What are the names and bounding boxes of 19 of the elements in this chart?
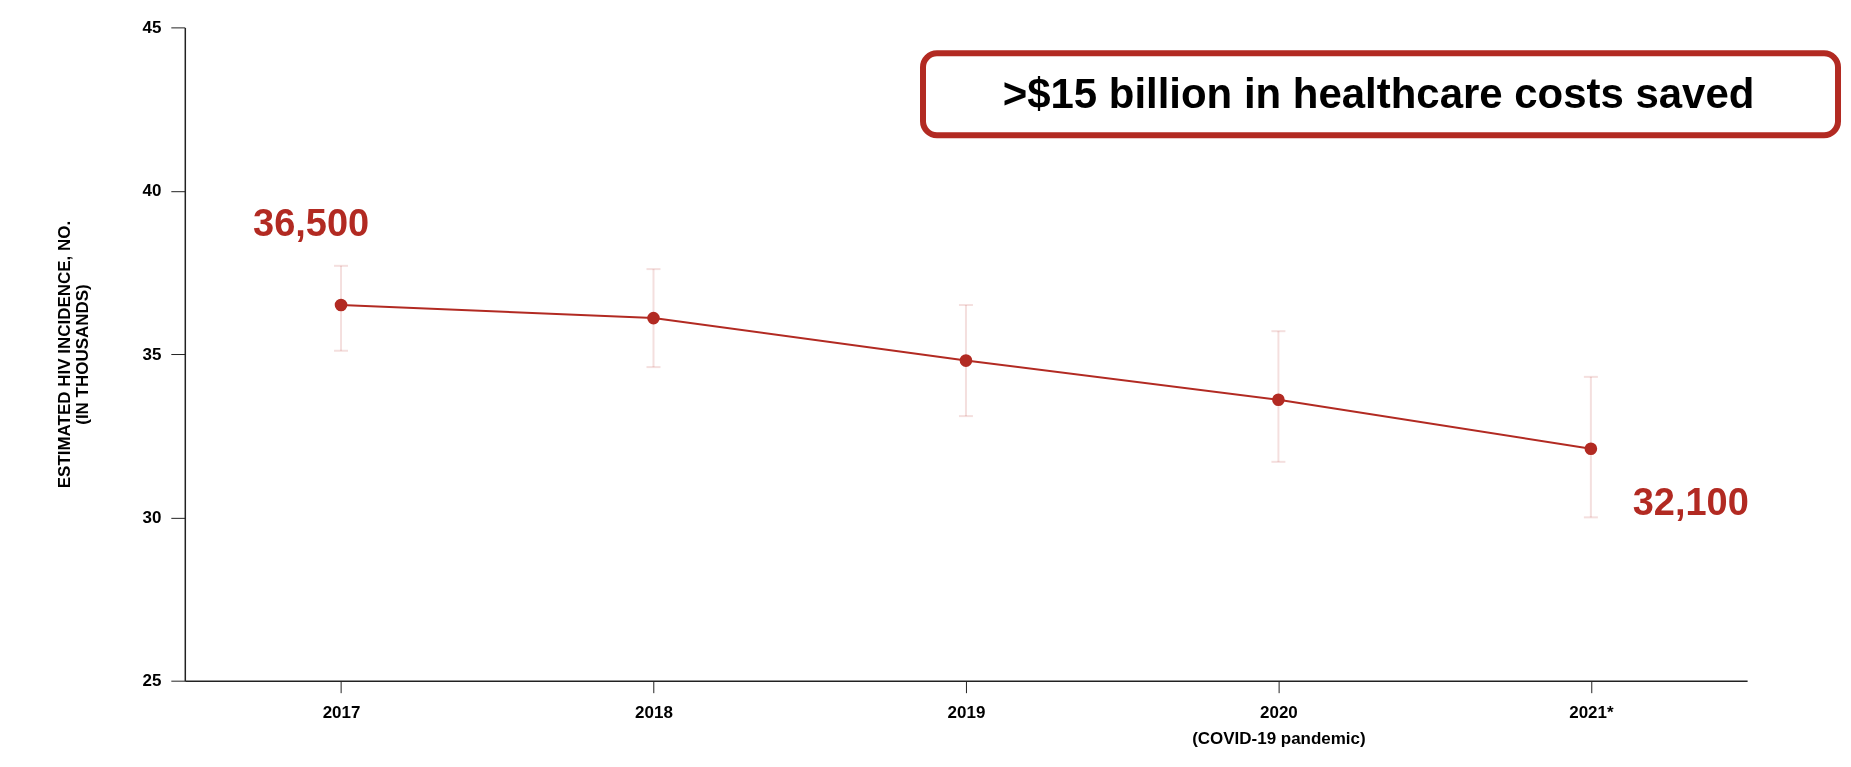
point: [959, 354, 973, 367]
point: [1584, 442, 1598, 456]
x-tick-label: 2020 (COVID-19 pandemic): [1192, 703, 1366, 749]
point: [334, 298, 348, 312]
x-tick-label: 2017: [322, 703, 361, 723]
y-tick-label: 30: [142, 507, 162, 527]
x-tick-label: 2019: [947, 703, 986, 723]
y-tick-label: 40: [142, 181, 162, 201]
annotation: >$15 billion in healthcare costs saved: [1002, 70, 1755, 118]
point: [1272, 393, 1285, 407]
point: [647, 311, 660, 325]
y-axis-title: ESTIMATED HIV INCIDENCE, NO. (IN THOUSANDS): [54, 220, 93, 489]
annotation: 32,100: [1632, 480, 1749, 523]
annotation: 36,500: [253, 202, 370, 245]
y-tick-label: 35: [142, 344, 162, 364]
y-tick-label: 45: [142, 17, 162, 37]
x-tick-label: 2021*: [1569, 703, 1614, 723]
y-tick-label: 25: [142, 671, 162, 691]
x-tick-label: 2018: [635, 703, 673, 723]
